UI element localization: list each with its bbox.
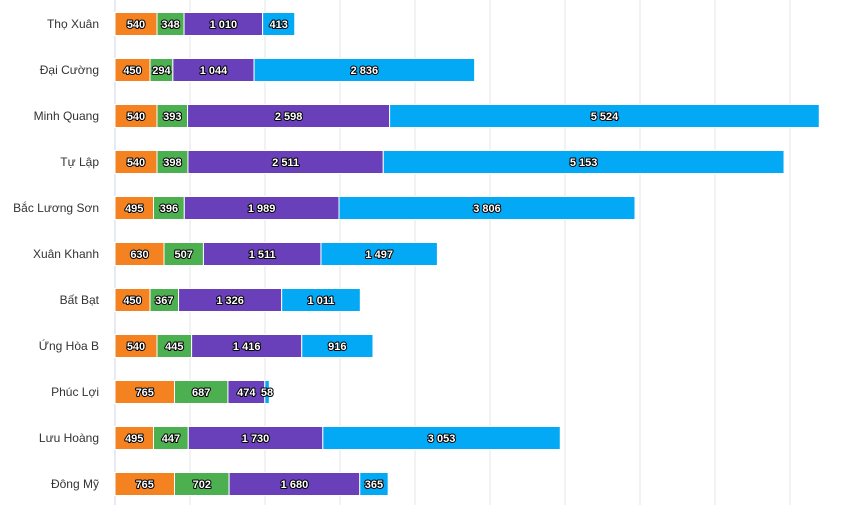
data-label: 1 680: [281, 479, 309, 491]
data-label: 1 010: [210, 19, 238, 31]
bar-segment[interactable]: [320, 242, 438, 266]
grid-lines: [189, 0, 791, 505]
category-label: Xuân Khanh: [33, 247, 99, 261]
bar-segment[interactable]: [338, 196, 636, 220]
data-label: 365: [365, 479, 383, 491]
category-label: Đông Mỹ: [51, 477, 99, 491]
data-label: 2 836: [351, 65, 379, 77]
data-label: 1 416: [233, 341, 261, 353]
data-label: 447: [162, 433, 180, 445]
data-label: 474: [237, 387, 256, 399]
data-label: 2 598: [275, 111, 303, 123]
data-label: 765: [136, 387, 154, 399]
data-label: 916: [328, 341, 346, 353]
data-label: 450: [123, 295, 141, 307]
data-labels: 540 348 1 010 413 450 294 1 044 2 836 540 393 2 59…: [122, 18, 620, 492]
category-label: Thọ Xuân: [47, 17, 99, 31]
category-label: Tự Lập: [60, 155, 99, 169]
data-label: 450: [123, 65, 141, 77]
data-label: 294: [152, 65, 171, 77]
data-label: 1 497: [365, 249, 393, 261]
data-label: 393: [163, 111, 181, 123]
data-label: 540: [127, 157, 145, 169]
data-label: 702: [193, 479, 211, 491]
data-label: 2 511: [272, 157, 299, 169]
category-label: Bất Bạt: [60, 293, 100, 307]
data-label: 3 053: [428, 433, 456, 445]
data-label: 630: [130, 249, 148, 261]
category-labels: Thọ Xuân Đại Cường Minh Quang Tự Lập Bắc Lươ…: [13, 17, 99, 491]
bar-segment[interactable]: [382, 150, 785, 174]
data-label: 1 011: [308, 295, 335, 307]
data-label: 367: [155, 295, 173, 307]
data-label: 5 524: [591, 111, 619, 123]
data-label: 348: [161, 19, 179, 31]
data-label: 540: [127, 19, 145, 31]
bar-segment[interactable]: [301, 334, 374, 358]
data-label: 3 806: [473, 203, 501, 215]
bar-segment[interactable]: [359, 472, 389, 496]
data-label: 1 326: [216, 295, 244, 307]
bar-segment[interactable]: [264, 380, 270, 404]
category-label: Ứng Hòa B: [39, 338, 99, 353]
category-label: Bắc Lương Sơn: [13, 200, 99, 215]
data-label: 1 511: [249, 249, 276, 261]
bar-segment[interactable]: [253, 58, 476, 82]
bars: [114, 12, 820, 496]
category-label: Lưu Hoàng: [39, 431, 99, 445]
data-label: 540: [127, 341, 145, 353]
category-label: Minh Quang: [34, 109, 99, 123]
data-label: 1 730: [242, 433, 270, 445]
data-label: 445: [165, 341, 183, 353]
bar-segment[interactable]: [262, 12, 296, 36]
data-label: 398: [163, 157, 181, 169]
data-label: 413: [270, 19, 288, 31]
data-label: 495: [125, 203, 143, 215]
category-label: Đại Cường: [40, 63, 99, 77]
data-label: 1 989: [248, 203, 276, 215]
data-label: 507: [175, 249, 193, 261]
category-label: Phúc Lợi: [51, 385, 99, 399]
bar-segment[interactable]: [322, 426, 561, 450]
data-label: 58: [261, 387, 273, 399]
bar-segment[interactable]: [389, 104, 820, 128]
data-label: 5 153: [570, 157, 598, 169]
data-label: 495: [125, 433, 143, 445]
data-label: 765: [136, 479, 154, 491]
data-label: 540: [127, 111, 145, 123]
bar-segment[interactable]: [281, 288, 361, 312]
data-label: 396: [160, 203, 178, 215]
data-label: 1 044: [200, 65, 228, 77]
data-label: 687: [192, 387, 210, 399]
